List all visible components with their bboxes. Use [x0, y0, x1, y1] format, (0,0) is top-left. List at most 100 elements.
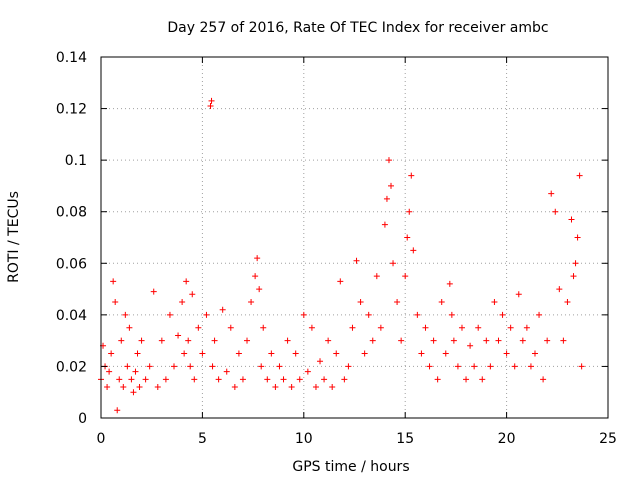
data-point — [329, 384, 336, 391]
data-point — [268, 350, 275, 357]
data-point — [373, 273, 380, 280]
data-point — [211, 337, 218, 344]
data-point — [568, 216, 575, 223]
data-point — [442, 350, 449, 357]
data-point — [536, 311, 543, 318]
data-point — [381, 221, 388, 228]
data-point — [430, 337, 437, 344]
y-tick-label: 0.1 — [65, 153, 87, 169]
data-point — [353, 257, 360, 264]
data-point — [564, 298, 571, 305]
data-point — [349, 324, 356, 331]
data-point — [345, 363, 352, 370]
axis-ticks — [100, 56, 609, 419]
data-point — [231, 384, 238, 391]
data-point — [215, 376, 222, 383]
data-point — [365, 311, 372, 318]
data-points — [98, 97, 585, 414]
data-point — [171, 363, 178, 370]
x-tick-label: 20 — [498, 431, 516, 447]
data-point — [203, 311, 210, 318]
data-point — [126, 324, 133, 331]
data-point — [312, 384, 319, 391]
data-point — [495, 337, 502, 344]
y-tick-label: 0.02 — [56, 359, 87, 375]
data-point — [288, 384, 295, 391]
data-point — [385, 157, 392, 164]
data-point — [128, 376, 135, 383]
data-point — [408, 172, 415, 179]
x-tick-label: 10 — [295, 431, 313, 447]
data-point — [223, 368, 230, 375]
data-point — [491, 298, 498, 305]
data-point — [410, 247, 417, 254]
data-point — [357, 298, 364, 305]
data-point — [467, 342, 474, 349]
y-tick-label: 0.12 — [56, 102, 87, 118]
data-point — [150, 288, 157, 295]
data-point — [110, 278, 117, 285]
x-tick-label: 15 — [396, 431, 414, 447]
data-point — [333, 350, 340, 357]
data-point — [398, 337, 405, 344]
data-point — [438, 298, 445, 305]
data-point — [578, 363, 585, 370]
data-point — [260, 324, 267, 331]
x-tick-label: 0 — [97, 431, 106, 447]
data-point — [158, 337, 165, 344]
data-point — [300, 311, 307, 318]
data-point — [191, 376, 198, 383]
data-point — [572, 260, 579, 267]
data-point — [207, 102, 214, 109]
data-point — [108, 350, 115, 357]
data-point — [166, 311, 173, 318]
data-point — [458, 324, 465, 331]
data-point — [448, 311, 455, 318]
y-tick-label: 0.06 — [56, 256, 87, 272]
data-point — [479, 376, 486, 383]
data-point — [556, 286, 563, 293]
data-point — [116, 376, 123, 383]
y-tick-label: 0.08 — [56, 205, 87, 221]
data-point — [162, 376, 169, 383]
y-tick-labels: 0 0.02 0.04 0.06 0.08 0.1 0.12 0.14 — [56, 50, 87, 427]
data-point — [446, 280, 453, 287]
data-point — [422, 324, 429, 331]
data-point — [317, 358, 324, 365]
data-point — [185, 337, 192, 344]
x-tick-label: 5 — [198, 431, 207, 447]
data-point — [507, 324, 514, 331]
y-tick-label: 0.14 — [56, 50, 87, 66]
data-point — [292, 350, 299, 357]
data-point — [402, 273, 409, 280]
data-point — [132, 368, 139, 375]
data-point — [209, 363, 216, 370]
data-point — [124, 363, 131, 370]
data-point — [122, 311, 129, 318]
data-point — [450, 337, 457, 344]
data-point — [280, 376, 287, 383]
data-point — [414, 311, 421, 318]
data-point — [248, 298, 255, 305]
data-point — [394, 298, 401, 305]
data-point — [552, 208, 559, 215]
data-point — [548, 190, 555, 197]
data-point — [406, 208, 413, 215]
data-point — [142, 376, 149, 383]
data-point — [527, 363, 534, 370]
data-point — [106, 368, 113, 375]
data-point — [284, 337, 291, 344]
y-axis-label: ROTI / TECUs — [6, 191, 22, 283]
data-point — [531, 350, 538, 357]
data-point — [574, 234, 581, 241]
data-point — [130, 389, 137, 396]
data-point — [138, 337, 145, 344]
data-point — [276, 363, 283, 370]
data-point — [114, 407, 121, 414]
data-point — [471, 363, 478, 370]
data-point — [499, 311, 506, 318]
data-point — [487, 363, 494, 370]
data-point — [540, 376, 547, 383]
x-axis-label: GPS time / hours — [292, 459, 409, 475]
data-point — [258, 363, 265, 370]
